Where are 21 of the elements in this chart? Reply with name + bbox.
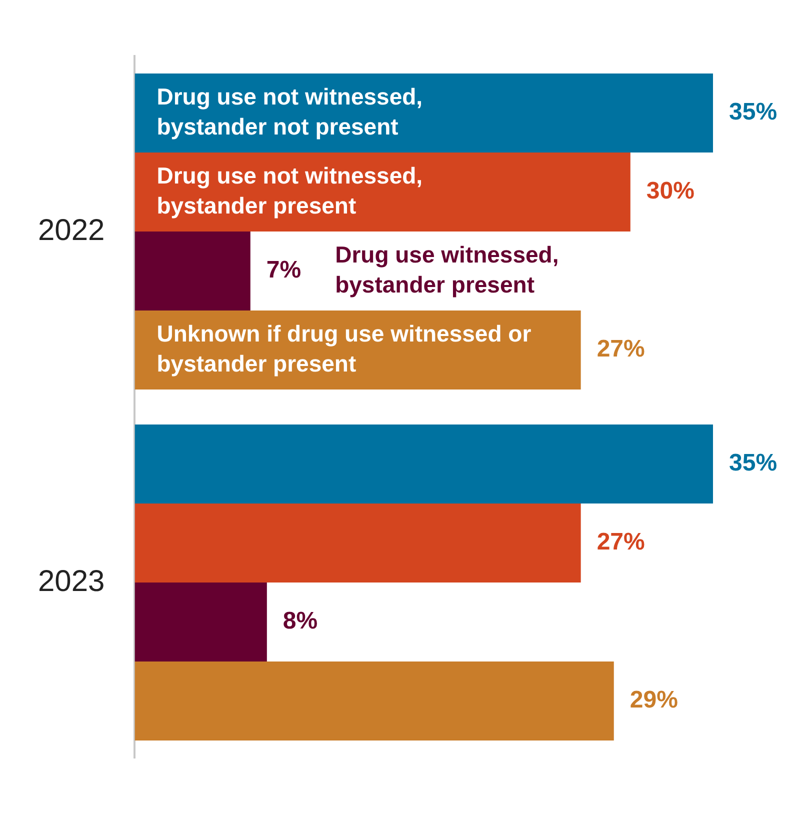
bar xyxy=(134,582,267,662)
y-tick-label: 2023 xyxy=(38,564,105,598)
series-label: Unknown if drug use witnessed or bystander present xyxy=(156,320,532,376)
data-label: 27% xyxy=(596,528,645,556)
data-label: 8% xyxy=(282,608,318,635)
series-label: Drug use not witnessed, bystander not present xyxy=(156,83,423,140)
bar xyxy=(134,152,630,232)
data-label: 35% xyxy=(729,98,778,126)
bar xyxy=(134,424,713,504)
data-label: 7% xyxy=(266,256,302,284)
data-label: 35% xyxy=(729,450,778,477)
bar xyxy=(134,232,250,310)
bar xyxy=(134,504,581,582)
text: Drug use witnessed, bystander present xyxy=(335,241,559,298)
data-label: 29% xyxy=(630,686,678,714)
bar xyxy=(134,74,713,153)
series-label: Drug use not witnessed, bystander present xyxy=(156,162,423,218)
bar xyxy=(134,661,614,740)
data-label: 30% xyxy=(646,178,694,205)
y-tick-label: 2022 xyxy=(38,214,105,247)
data-label: 27% xyxy=(596,336,645,363)
